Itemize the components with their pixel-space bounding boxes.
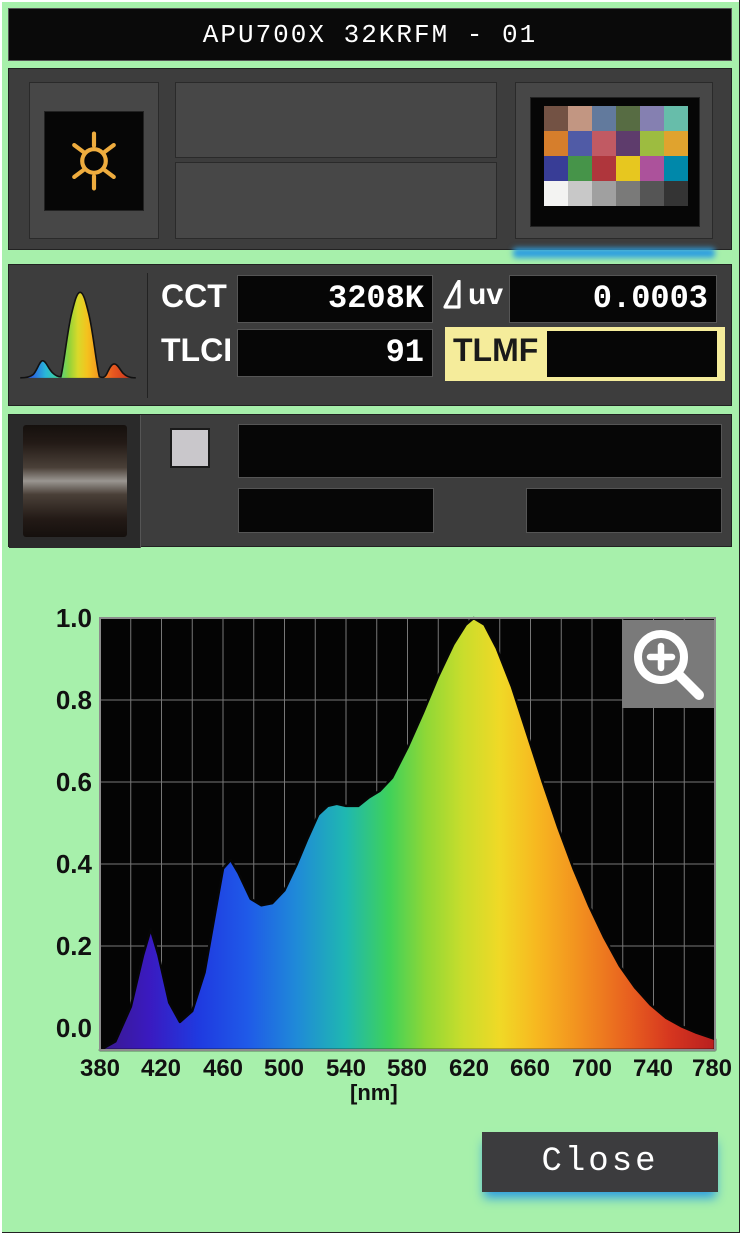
svg-text:0.8: 0.8: [56, 685, 92, 715]
svg-text:660: 660: [510, 1055, 550, 1082]
svg-text:0.2: 0.2: [56, 931, 92, 961]
svg-text:1.0: 1.0: [56, 603, 92, 633]
svg-text:0.4: 0.4: [56, 849, 93, 879]
svg-text:0.0: 0.0: [56, 1013, 92, 1043]
svg-text:380: 380: [80, 1055, 120, 1082]
svg-text:780: 780: [692, 1055, 732, 1082]
svg-text:700: 700: [572, 1055, 612, 1082]
svg-text:420: 420: [141, 1055, 181, 1082]
svg-text:540: 540: [326, 1055, 366, 1082]
svg-text:620: 620: [449, 1055, 489, 1082]
svg-text:460: 460: [203, 1055, 243, 1082]
svg-text:500: 500: [264, 1055, 304, 1082]
svg-text:740: 740: [633, 1055, 673, 1082]
svg-text:580: 580: [387, 1055, 427, 1082]
svg-text:0.6: 0.6: [56, 767, 92, 797]
